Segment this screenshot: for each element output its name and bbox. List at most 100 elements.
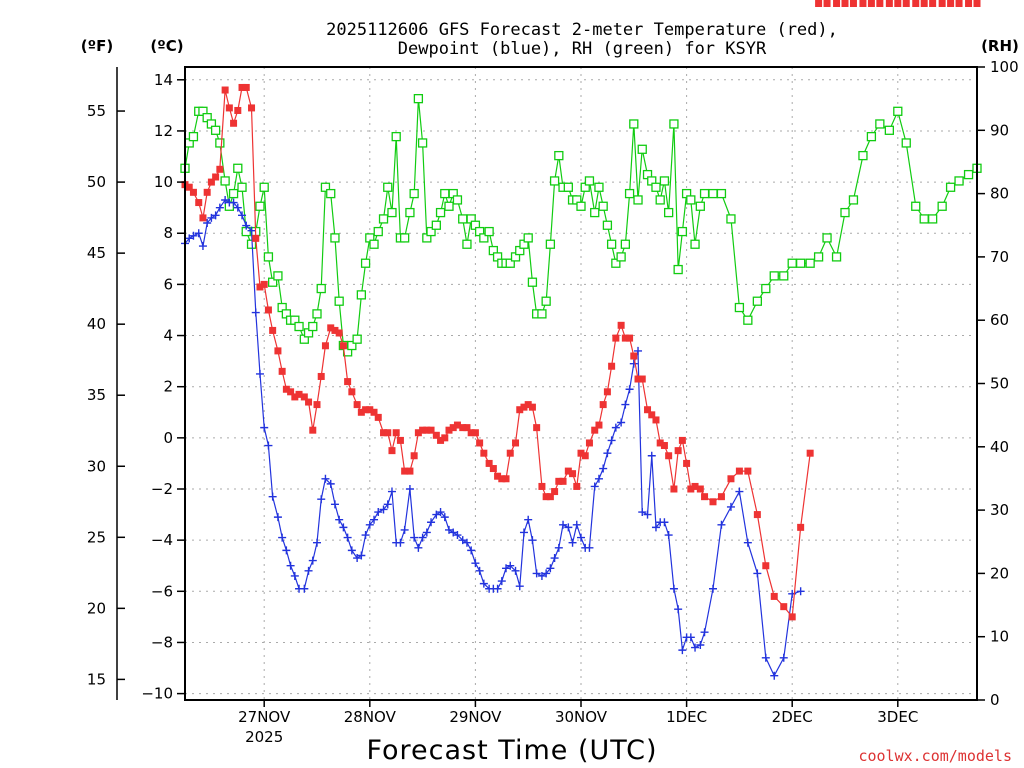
dewpoint-point [761, 653, 770, 662]
temperature-point [849, 0, 857, 7]
temperature-point [189, 188, 197, 196]
rh-point [699, 188, 710, 199]
rh-point [563, 182, 573, 192]
rh-point [616, 252, 626, 262]
dewpoint-point [330, 500, 339, 509]
rh-point [391, 131, 401, 142]
temperature-point [638, 375, 646, 383]
rh-point [695, 201, 705, 211]
rh-point [651, 182, 661, 192]
temperature-point [608, 362, 616, 370]
temperature-point [423, 426, 431, 434]
dewpoint-point [674, 605, 683, 614]
temperature-point [920, 0, 928, 7]
temperature-point [626, 334, 634, 342]
rh-point [637, 144, 647, 154]
dewpoint-point [221, 195, 230, 204]
temperature-point [630, 352, 638, 360]
celsius-tick-label: −10 [141, 685, 173, 703]
rh-point [787, 258, 797, 268]
rh-point [267, 277, 278, 287]
temperature-point [687, 485, 695, 493]
celsius-tick-label: −6 [151, 582, 173, 600]
rh-point [233, 163, 243, 173]
celsius-tick-label: 4 [163, 327, 173, 345]
rh-point [523, 233, 533, 243]
dewpoint-point [651, 523, 660, 532]
rh-point [677, 226, 688, 237]
celsius-tick-label: −4 [151, 531, 173, 549]
dewpoint-point [686, 633, 695, 642]
temperature-point [362, 406, 370, 414]
rh-point [537, 309, 547, 319]
celsius-tick-label: 10 [154, 173, 173, 191]
temperature-point [660, 442, 668, 450]
rh-tick-label: 100 [990, 58, 1019, 76]
rh-tick-label: 0 [990, 691, 1000, 709]
temperature-point [252, 234, 260, 242]
temperature-point [621, 334, 629, 342]
dewpoint-point [215, 203, 224, 212]
rh-point [831, 252, 842, 262]
temperature-point [823, 0, 831, 7]
temperature-point [234, 106, 242, 114]
rh-point [633, 195, 643, 205]
temperature-point [599, 401, 607, 409]
time-tick-label: 3DEC [877, 708, 918, 726]
temperature-point [449, 424, 457, 432]
rh-point [215, 138, 225, 148]
temperature-point [282, 385, 290, 393]
rh-point [273, 271, 283, 281]
celsius-tick-label: 14 [154, 71, 173, 89]
temperature-point [533, 424, 541, 432]
dewpoint-point [643, 510, 652, 519]
celsius-tick-label: 6 [163, 275, 173, 293]
dewpoint-point [453, 531, 462, 540]
temperature-point [780, 603, 788, 611]
dewpoint-point [449, 528, 458, 537]
temperature-point [480, 449, 488, 457]
rh-point [255, 201, 265, 211]
temperature-point [269, 326, 277, 334]
dewpoint-point [361, 531, 370, 540]
rh-point [479, 233, 489, 243]
chart-title-line-2: Dewpoint (blue), RH (green) for KSYR [398, 39, 767, 59]
temperature-point [339, 342, 347, 350]
dewpoint-point [278, 533, 287, 542]
chart-title-line-1: 2025112606 GFS Forecast 2-meter Temperat… [326, 20, 838, 40]
temperature-point [665, 452, 673, 460]
temperature-point [238, 83, 246, 91]
temperature-point [313, 401, 321, 409]
temperature-point [885, 0, 893, 7]
series-layer [181, 0, 982, 680]
temperature-point [524, 401, 532, 409]
rh-tick-label: 50 [990, 375, 1009, 393]
temperature-point [546, 493, 554, 501]
rh-point [334, 296, 344, 306]
dewpoint-point [696, 641, 705, 650]
temperature-point [380, 429, 388, 437]
rh-point [901, 138, 911, 148]
dewpoint-point [691, 643, 700, 652]
rh-point [590, 207, 600, 218]
time-tick-label: 27NOV [238, 708, 291, 726]
temperature-point [595, 421, 603, 429]
rh-point [452, 195, 463, 205]
temperature-point [489, 465, 497, 473]
temperature-point [965, 0, 973, 7]
temperature-point [248, 104, 256, 112]
dewpoint-point [590, 482, 599, 491]
temperature-point [648, 411, 656, 419]
temperature-point [573, 482, 581, 490]
temperature-point [644, 406, 652, 414]
dewpoint-point [753, 569, 762, 578]
dewpoint-point [405, 485, 414, 493]
temperature-point [709, 498, 717, 506]
temperature-point [344, 378, 352, 386]
dewpoint-point [568, 538, 577, 547]
rh-point [659, 176, 670, 186]
time-tick-label: 28NOV [344, 708, 397, 726]
rh-point [237, 182, 247, 192]
rh-point [875, 119, 885, 129]
temperature-point [569, 470, 577, 478]
